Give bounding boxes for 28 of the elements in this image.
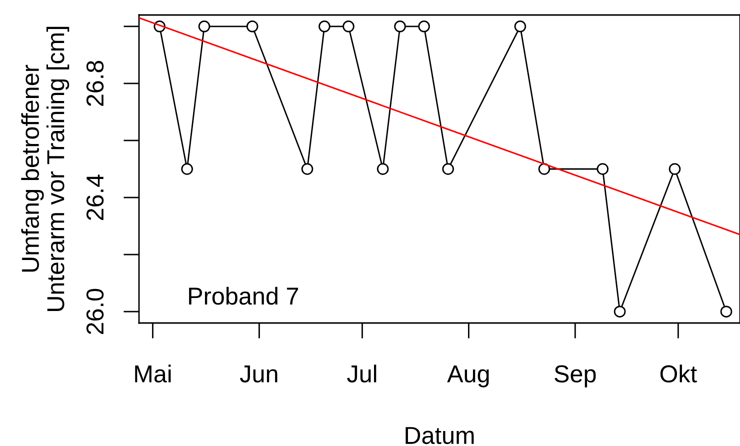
point <box>301 163 314 175</box>
point <box>596 163 609 175</box>
point <box>418 20 430 32</box>
y-tick-label: 26.8 <box>86 60 104 106</box>
point <box>342 20 354 32</box>
point <box>614 306 626 318</box>
point <box>318 20 330 32</box>
point <box>514 20 526 32</box>
x-tick-label: Aug <box>447 366 489 388</box>
y-tick-label: 26.0 <box>86 288 104 334</box>
point <box>181 163 193 175</box>
point <box>376 163 389 175</box>
point <box>442 163 454 175</box>
x-tick-label: Jul <box>347 364 376 383</box>
x-tick-label: Okt <box>660 364 697 383</box>
x-tick-label: Jun <box>240 366 278 383</box>
point <box>668 163 681 175</box>
x-tick-label: Mai <box>135 364 171 383</box>
point <box>198 20 210 32</box>
annotation: Proband 7 <box>189 286 298 305</box>
x-tick-label: Sep <box>554 365 596 388</box>
point <box>720 306 732 318</box>
point <box>246 20 258 32</box>
point <box>538 163 550 175</box>
y-axis-title: Umfang betroffener Unterarm vor Training [cm] <box>21 26 70 311</box>
point <box>394 20 406 32</box>
x-axis-title: Datum <box>406 427 474 444</box>
y-tick-label: 26.4 <box>86 174 104 220</box>
